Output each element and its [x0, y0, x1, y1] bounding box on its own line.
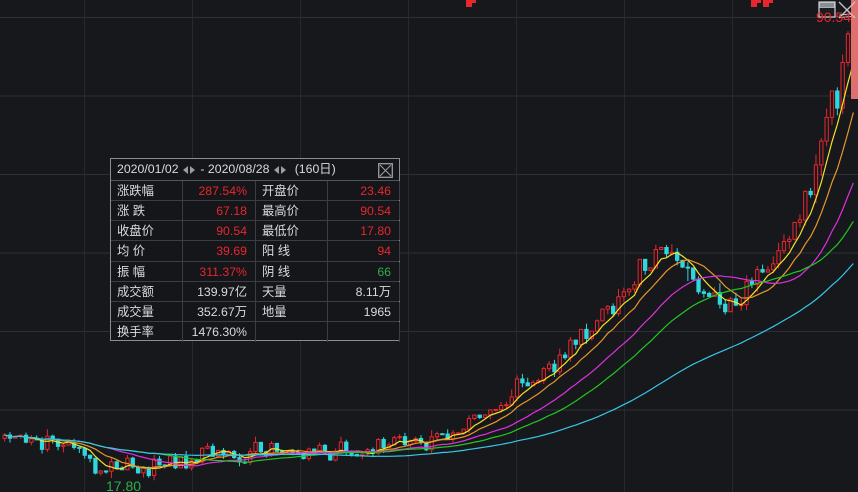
svg-text:90.54: 90.54 — [816, 9, 851, 25]
svg-text:17.80: 17.80 — [106, 478, 141, 492]
